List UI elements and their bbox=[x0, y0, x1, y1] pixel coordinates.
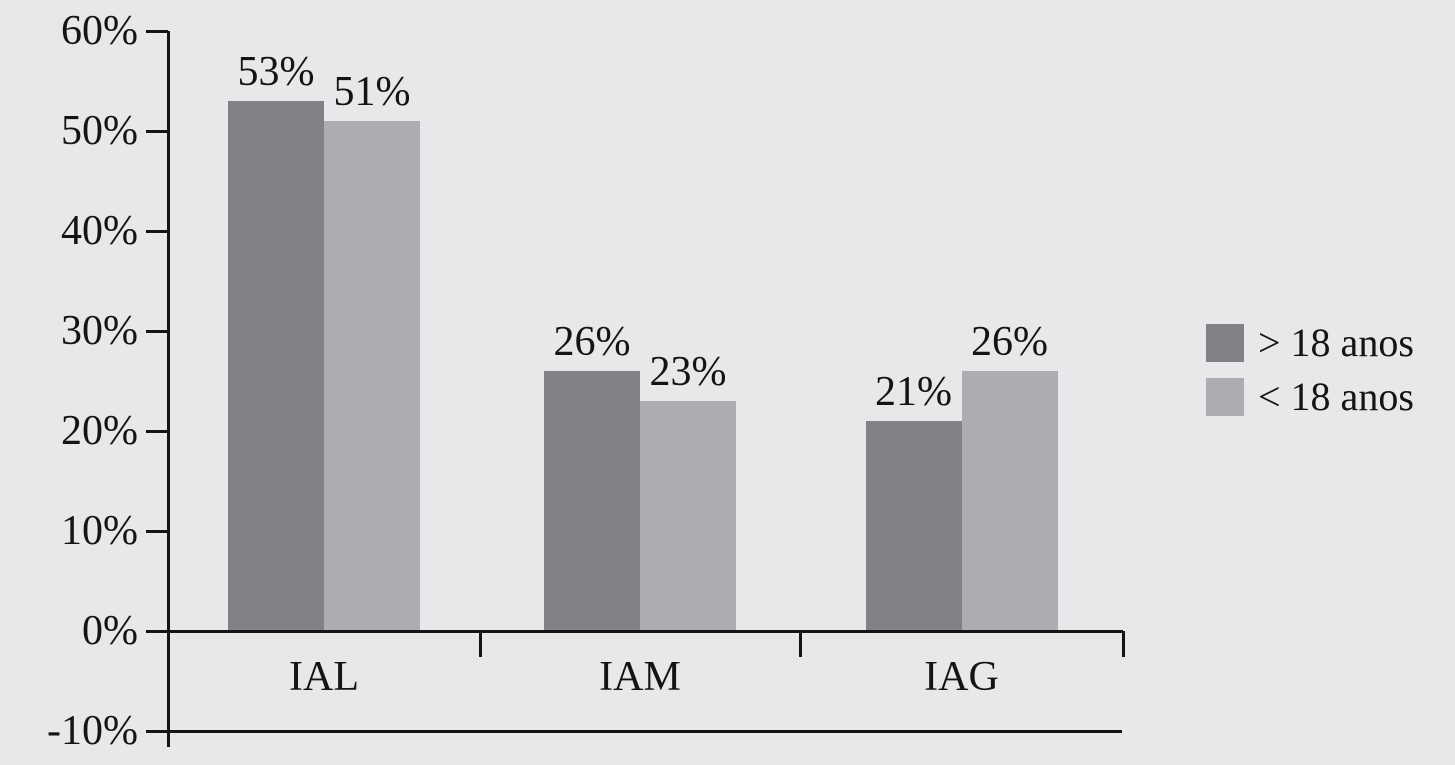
category-label-iag: IAG bbox=[924, 654, 999, 700]
bar-IAG-series-0 bbox=[865, 421, 962, 631]
x-axis-line bbox=[168, 630, 1123, 633]
y-tick-label: -10% bbox=[47, 708, 138, 754]
bar-value-label: 26% bbox=[553, 319, 631, 365]
bottom-axis-line bbox=[146, 730, 1122, 733]
x-axis-divider-tick bbox=[799, 631, 802, 657]
y-tick-mark bbox=[146, 630, 168, 633]
bar-value-label: 23% bbox=[649, 349, 727, 395]
bar-value-label: 53% bbox=[237, 49, 315, 95]
y-tick-mark bbox=[146, 330, 168, 333]
y-tick-label: 20% bbox=[61, 408, 138, 454]
x-axis-divider-tick bbox=[1122, 631, 1125, 657]
y-tick-label: 10% bbox=[61, 508, 138, 554]
bar-value-label: 21% bbox=[875, 369, 952, 415]
bar-IAM-series-0 bbox=[544, 371, 640, 631]
y-tick-label: 0% bbox=[82, 608, 138, 654]
bar-IAM-series-1 bbox=[640, 401, 736, 631]
bar-IAG-series-1 bbox=[961, 371, 1058, 631]
legend-label: < 18 anos bbox=[1258, 374, 1414, 419]
y-tick-mark bbox=[146, 230, 168, 233]
y-tick-label: 60% bbox=[61, 8, 138, 54]
legend-label: > 18 anos bbox=[1258, 320, 1414, 365]
category-label-ial: IAL bbox=[289, 654, 359, 700]
bar-IAL-series-1 bbox=[324, 121, 420, 631]
legend-swatch bbox=[1206, 378, 1244, 416]
y-tick-mark bbox=[146, 430, 168, 433]
y-tick-label: 40% bbox=[61, 208, 138, 254]
legend-swatch bbox=[1206, 324, 1244, 362]
y-tick-mark bbox=[146, 30, 168, 33]
legend: > 18 anos < 18 anos bbox=[1206, 323, 1414, 417]
x-axis-divider-tick bbox=[479, 631, 482, 657]
legend-item: < 18 anos bbox=[1206, 377, 1414, 417]
bar-IAL-series-0 bbox=[228, 101, 324, 631]
legend-item: > 18 anos bbox=[1206, 323, 1414, 363]
y-tick-label: 30% bbox=[61, 308, 138, 354]
y-tick-mark bbox=[146, 130, 168, 133]
bar-value-label: 26% bbox=[971, 319, 1048, 365]
y-tick-label: 50% bbox=[61, 108, 138, 154]
category-label-iam: IAM bbox=[599, 654, 681, 700]
bar-value-label: 51% bbox=[333, 69, 411, 115]
y-tick-mark bbox=[146, 530, 168, 533]
y-axis-line bbox=[167, 31, 170, 747]
